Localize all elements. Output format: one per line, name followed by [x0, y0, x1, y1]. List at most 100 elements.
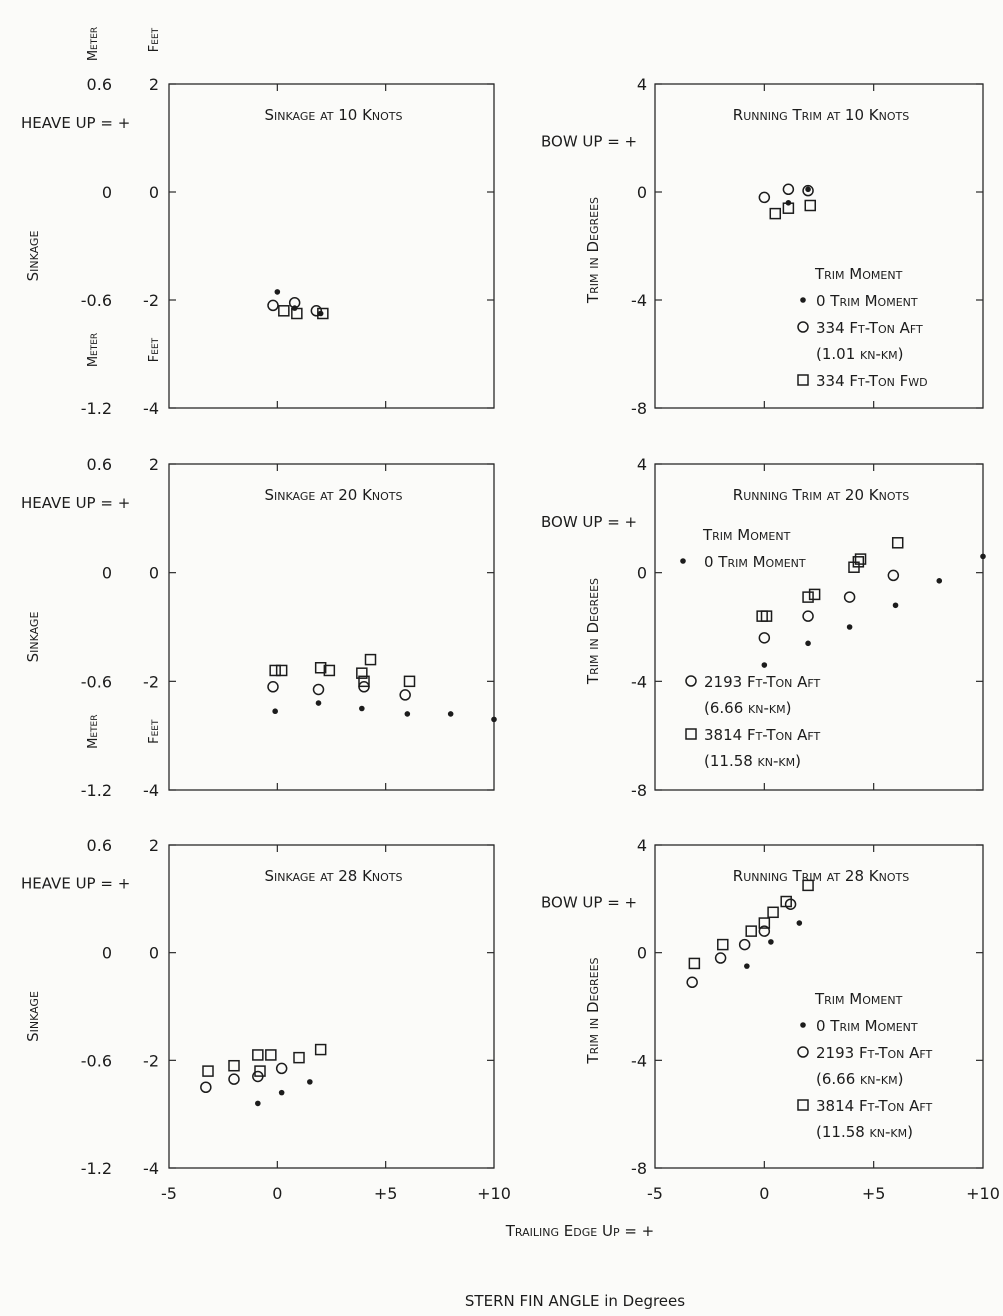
data-point-square: [293, 1051, 305, 1064]
data-point-dot: [796, 920, 803, 926]
y-tick-label-meter: 0.6: [87, 75, 112, 94]
data-point-square: [228, 1059, 240, 1072]
data-point-dot: [768, 939, 774, 945]
data-point-circle: [714, 952, 727, 964]
chart-panel: Running Trim at 20 Knots 4 0 -4 -8 BOW UP = +…: [541, 455, 986, 800]
chart-panel: Sinkage at 10 Knots 2 0.6 0 0 -2 -0.6 -4 -1.2 HEA…: [21, 27, 495, 418]
feet-unit-label-top: Feet: [147, 27, 162, 52]
legend: Trim Moment 0 Trim Moment 2193 Ft-Ton Aft (…: [680, 526, 821, 770]
legend-marker-square: [797, 374, 809, 386]
y-tick-label: 0: [637, 944, 647, 963]
y-tick-label: -4: [631, 291, 647, 310]
sinkage-axis-label: Sinkage: [24, 991, 42, 1042]
y-tick-label-feet: -2: [143, 1051, 159, 1070]
data-point-dot: [315, 700, 322, 706]
heave-up-label: HEAVE UP = +: [21, 494, 130, 512]
feet-unit-label: Feet: [147, 719, 162, 744]
data-point-circle: [802, 184, 814, 197]
data-point-square: [252, 1049, 264, 1061]
x-tick-label: 0: [759, 1184, 769, 1203]
data-point-circle: [288, 296, 301, 309]
legend-entry-text: 334 Ft-Ton Aft: [816, 319, 923, 337]
y-tick-label-meter: 0.6: [87, 455, 112, 474]
legend-entry-text: 2193 Ft-Ton Aft: [816, 1044, 933, 1062]
data-point-square: [758, 917, 771, 929]
data-point-square: [780, 895, 792, 908]
y-tick-label-feet: 0: [149, 944, 159, 963]
trim-axis-label: Trim in Degrees: [584, 197, 602, 304]
data-point-circle: [275, 1062, 288, 1075]
y-tick-label-feet: -2: [143, 672, 159, 691]
data-point-square: [202, 1065, 214, 1077]
data-point-square: [717, 938, 729, 951]
plot-frame: [168, 83, 495, 409]
data-point-circle: [887, 569, 900, 582]
data-point-dot: [805, 186, 811, 193]
data-point-square: [760, 610, 773, 622]
data-point-square: [802, 879, 814, 892]
legend: Trim Moment 0 Trim Moment 2193 Ft-Ton Aft (…: [797, 990, 933, 1141]
chart-title: Running Trim at 28 Knots: [733, 867, 909, 885]
data-point-circle: [200, 1081, 212, 1093]
data-point-dot: [761, 662, 768, 668]
legend-entry-text: 2193 Ft-Ton Aft: [704, 673, 821, 691]
y-tick-label: 4: [637, 455, 647, 474]
y-tick-label-meter: -0.6: [81, 291, 112, 310]
data-point-circle: [310, 305, 323, 317]
legend-entry-text: (1.01 kn-km): [816, 345, 903, 363]
data-point-square: [314, 1043, 327, 1056]
data-point-dot: [744, 963, 750, 969]
data-point-dot: [892, 602, 899, 609]
data-point-square: [808, 588, 821, 601]
data-point-circle: [758, 925, 771, 937]
data-point-circle: [782, 183, 795, 196]
heave-up-label: HEAVE UP = +: [21, 114, 130, 132]
sinkage-axis-label: Sinkage: [24, 231, 42, 282]
legend-marker-square: [685, 728, 697, 740]
y-tick-label-feet: -4: [143, 1159, 159, 1178]
x-tick-label: +10: [966, 1184, 1000, 1203]
legend-marker-circle: [797, 321, 809, 333]
y-tick-label: -4: [631, 672, 647, 691]
trailing-edge-label: Trailing Edge Up = +: [505, 1222, 655, 1240]
legend-marker-dot: [800, 1022, 806, 1028]
trim-axis-label: Trim in Degrees: [584, 578, 602, 685]
data-point-dot: [274, 289, 281, 295]
plot-frame: [168, 463, 495, 791]
chart-title: Running Trim at 20 Knots: [733, 486, 909, 504]
x-tick-label: +10: [477, 1184, 511, 1203]
x-tick-label: +5: [862, 1184, 886, 1203]
data-point-dot: [491, 716, 497, 723]
data-point-dot: [359, 705, 365, 712]
data-point-square: [254, 1065, 266, 1077]
y-tick-label-feet: -4: [143, 399, 159, 418]
data-point-dot: [846, 624, 853, 630]
heave-up-label: HEAVE UP = +: [21, 875, 130, 893]
data-point-square: [852, 556, 865, 568]
legend-marker-circle: [797, 1046, 809, 1058]
y-tick-label-meter: -1.2: [81, 1159, 112, 1178]
data-point-square: [317, 307, 329, 320]
data-point-dot: [307, 1079, 313, 1085]
legend-entry-text: (11.58 kn-km): [816, 1123, 913, 1141]
y-tick-label-meter: 0.6: [87, 836, 112, 855]
data-point-square: [891, 537, 904, 549]
legend-marker-dot: [680, 558, 686, 564]
data-point-circle: [267, 299, 279, 312]
y-tick-label: 0: [637, 564, 647, 583]
legend-entry-text: (11.58 kn-km): [704, 752, 801, 770]
data-point-dot: [278, 1089, 285, 1096]
legend-entry-text: 3814 Ft-Ton Aft: [816, 1097, 933, 1115]
meter-unit-label-top: Meter: [86, 27, 101, 61]
y-tick-label-feet: -4: [143, 781, 159, 800]
data-point-dot: [805, 640, 811, 647]
data-point-square: [275, 664, 288, 677]
legend-entry-text: 0 Trim Moment: [816, 292, 918, 310]
y-tick-label-meter: -0.6: [81, 672, 112, 691]
plot-frame: [654, 463, 984, 791]
data-point-square: [358, 675, 370, 688]
legend-title: Trim Moment: [814, 265, 903, 283]
meter-unit-label: Meter: [86, 333, 101, 367]
data-point-dot: [447, 711, 454, 717]
data-point-square: [782, 202, 795, 214]
